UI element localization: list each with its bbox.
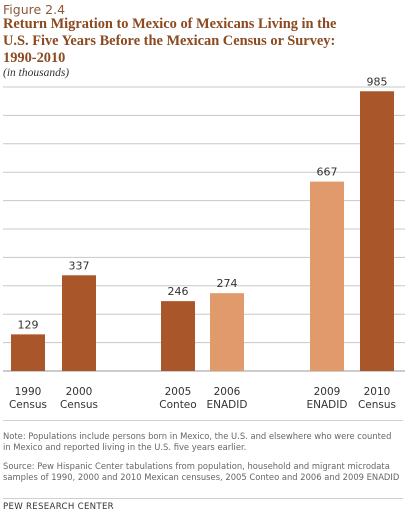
category-label-1-0: 2000 xyxy=(66,386,93,398)
footer-credit: PEW RESEARCH CENTER xyxy=(3,502,114,512)
category-label-1-1: Census xyxy=(60,399,98,411)
category-label-3-0: 2006 xyxy=(214,386,241,398)
category-label-0-1: Census xyxy=(9,399,47,411)
data-label-2: 246 xyxy=(168,285,189,298)
bar-5 xyxy=(360,91,394,371)
chart-subtitle: (in thousands) xyxy=(3,67,70,79)
data-label-0: 129 xyxy=(18,318,39,331)
category-label-4-1: ENADID xyxy=(307,399,348,411)
category-label-2-1: Conteo xyxy=(159,399,196,411)
data-label-5: 985 xyxy=(367,75,388,88)
category-label-2-0: 2005 xyxy=(165,386,192,398)
bar-3 xyxy=(210,293,244,371)
bar-4 xyxy=(310,181,344,371)
category-label-4-0: 2009 xyxy=(314,386,341,398)
bar-2 xyxy=(161,301,195,371)
bars xyxy=(11,91,394,371)
divider-top xyxy=(3,420,403,421)
chart-title: Return Migration to Mexico of Mexicans L… xyxy=(3,16,403,67)
data-labels: 129 337 246 274 667 985 xyxy=(18,75,388,331)
bar-1 xyxy=(62,275,96,371)
title-line-2: U.S. Five Years Before the Mexican Censu… xyxy=(3,33,336,49)
chart-source: Source: Pew Hispanic Center tabulations … xyxy=(3,461,400,482)
figure-label: Figure 2.4 xyxy=(3,2,66,17)
category-labels: 1990Census2000Census2005Conteo2006ENADID… xyxy=(9,386,396,411)
category-label-5-1: Census xyxy=(358,399,396,411)
divider-bottom xyxy=(3,498,403,499)
category-label-5-0: 2010 xyxy=(364,386,391,398)
title-line-3: 1990-2010 xyxy=(3,50,66,66)
category-label-0-0: 1990 xyxy=(15,386,42,398)
title-line-1: Return Migration to Mexico of Mexicans L… xyxy=(3,16,337,32)
data-label-1: 337 xyxy=(69,259,90,272)
category-label-3-1: ENADID xyxy=(207,399,248,411)
data-label-3: 274 xyxy=(217,277,238,290)
chart-note: Note: Populations include persons born i… xyxy=(3,431,392,452)
data-label-4: 667 xyxy=(317,166,338,179)
bar-0 xyxy=(11,334,45,371)
